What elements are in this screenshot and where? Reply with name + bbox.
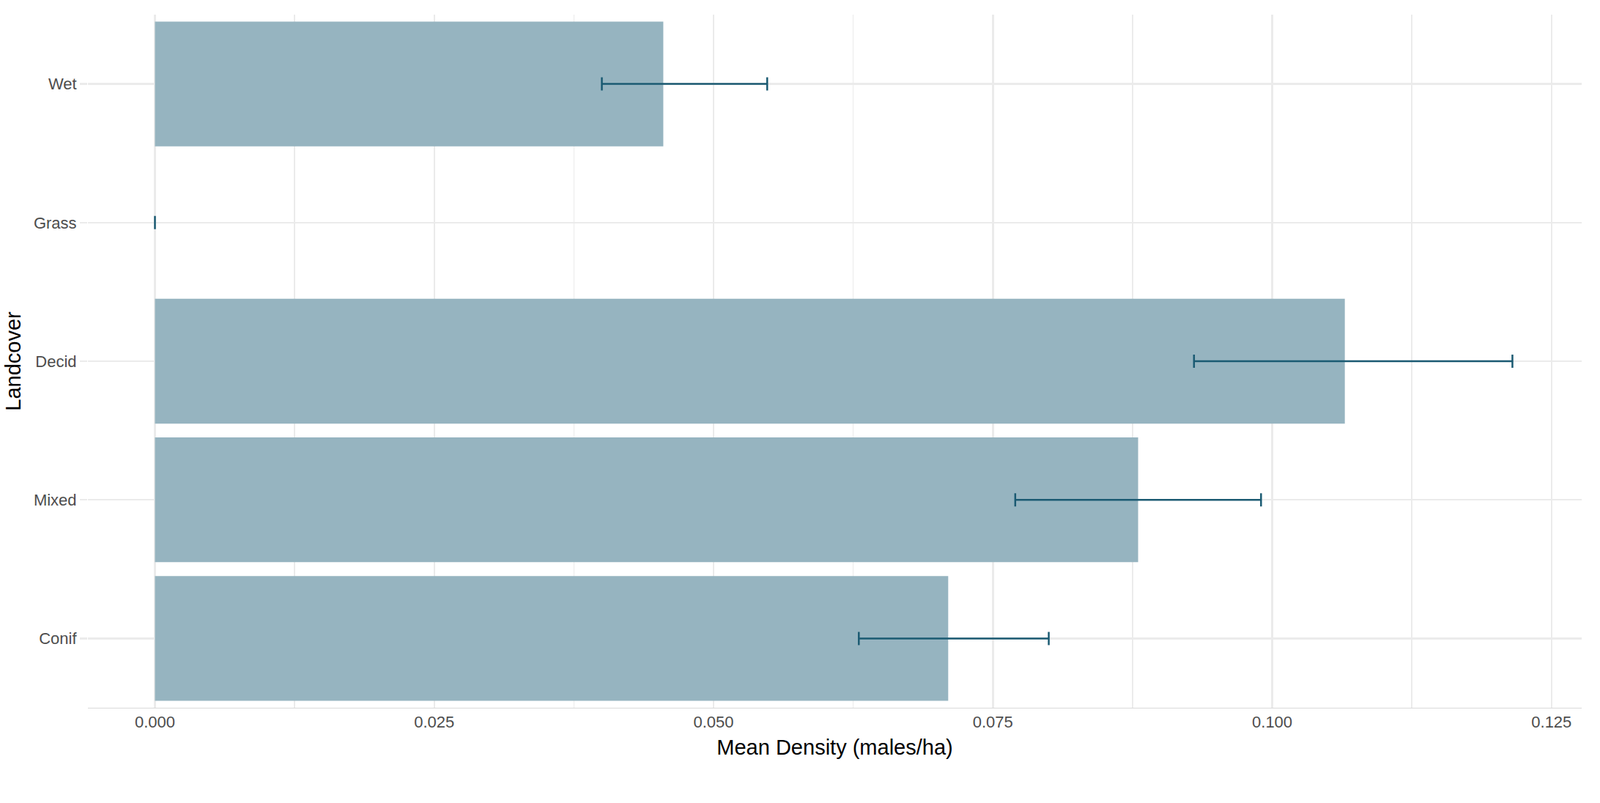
svg-text:0.050: 0.050 [693, 712, 734, 732]
svg-text:0.025: 0.025 [413, 712, 455, 732]
svg-text:0.100: 0.100 [1252, 712, 1293, 732]
svg-text:Mean Density (males/ha): Mean Density (males/ha) [716, 735, 953, 759]
svg-text:0.000: 0.000 [134, 712, 176, 732]
svg-text:Decid: Decid [35, 352, 77, 371]
svg-text:Conif: Conif [38, 629, 77, 648]
svg-text:Mixed: Mixed [33, 490, 77, 510]
svg-text:Wet: Wet [48, 74, 77, 94]
svg-text:Grass: Grass [33, 213, 77, 233]
svg-text:Landcover: Landcover [1, 311, 25, 411]
svg-text:0.075: 0.075 [972, 712, 1014, 732]
svg-text:0.125: 0.125 [1531, 712, 1572, 732]
